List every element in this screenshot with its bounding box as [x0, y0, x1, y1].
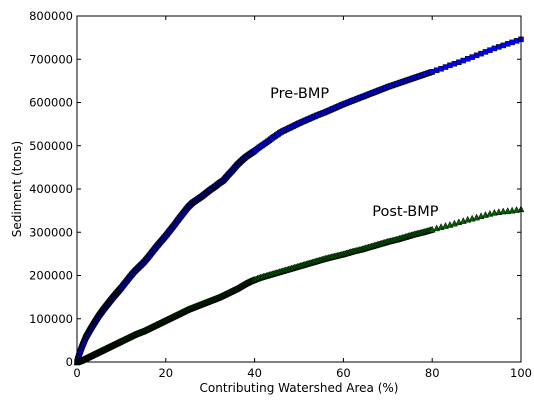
plot-area-frame — [76, 15, 522, 363]
data-point-triangle — [508, 206, 516, 214]
annotation-post-bmp: Post-BMP — [372, 204, 439, 220]
y-axis-label: Sediment (tons) — [10, 141, 24, 237]
x-axis-label: Contributing Watershed Area (%) — [200, 381, 399, 395]
data-point-triangle — [504, 207, 512, 214]
x-tick-label: 80 — [425, 366, 440, 380]
y-tick-label: 300000 — [29, 225, 73, 239]
x-tick-label: 40 — [247, 366, 262, 380]
data-point-triangle — [499, 207, 507, 215]
data-point-triangle — [513, 205, 520, 213]
annotations: Pre-BMP Post-BMP — [270, 86, 439, 220]
y-tick-label: 400000 — [29, 182, 73, 196]
y-tick-label: 100000 — [29, 312, 73, 326]
y-tick-label: 700000 — [29, 52, 73, 66]
x-tick-label: 100 — [510, 366, 532, 380]
series-pre-bmp — [74, 36, 524, 365]
x-tick-label: 20 — [158, 366, 173, 380]
y-tick-label: 200000 — [29, 269, 73, 283]
annotation-pre-bmp: Pre-BMP — [270, 86, 329, 102]
y-tick-label: 500000 — [29, 139, 73, 153]
y-tick-label: 600000 — [29, 96, 73, 110]
x-tick-label: 60 — [336, 366, 351, 380]
series-post-bmp — [73, 205, 525, 366]
series-layer — [73, 36, 525, 366]
y-tick-label: 800000 — [29, 9, 73, 23]
y-tick-label: 0 — [66, 355, 73, 369]
x-tick-label: 0 — [73, 366, 80, 380]
data-point-triangle — [495, 208, 503, 215]
axis-ticks: 0 20 40 60 80 100 0 100000 200000 300000 400000 500… — [29, 9, 532, 380]
data-point-triangle — [490, 208, 498, 216]
